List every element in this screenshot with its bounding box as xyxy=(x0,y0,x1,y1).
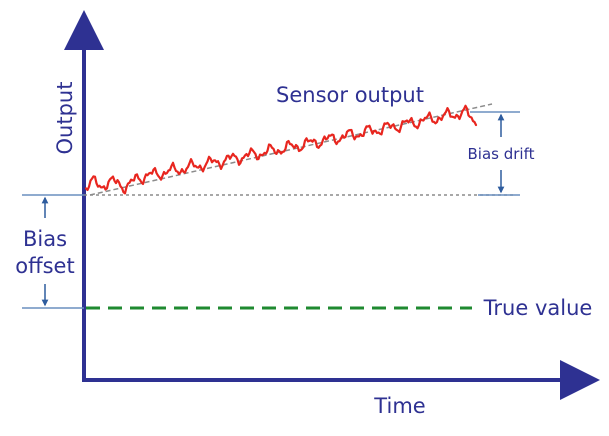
y-axis-label: Output xyxy=(53,82,77,155)
true-value-label: True value xyxy=(483,296,593,320)
sensor-output-label: Sensor output xyxy=(276,83,424,107)
bias-offset-label-line1: Bias xyxy=(23,227,67,251)
sensor-output-signal xyxy=(84,104,478,195)
trend-line xyxy=(89,103,493,196)
bias-offset-label-line2: offset xyxy=(15,254,74,278)
x-axis-label: Time xyxy=(373,394,425,418)
bias-drift-label: Bias drift xyxy=(468,145,535,163)
